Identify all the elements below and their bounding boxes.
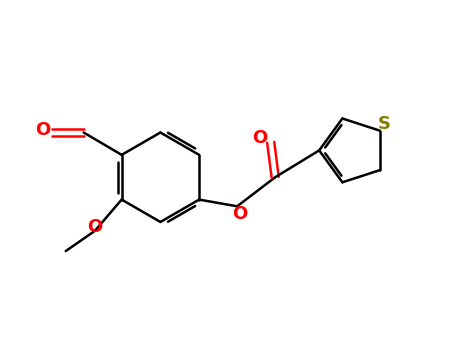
Text: O: O bbox=[232, 205, 247, 223]
Text: S: S bbox=[378, 115, 391, 133]
Text: O: O bbox=[35, 121, 50, 139]
Text: O: O bbox=[252, 129, 267, 147]
Text: O: O bbox=[87, 218, 102, 236]
